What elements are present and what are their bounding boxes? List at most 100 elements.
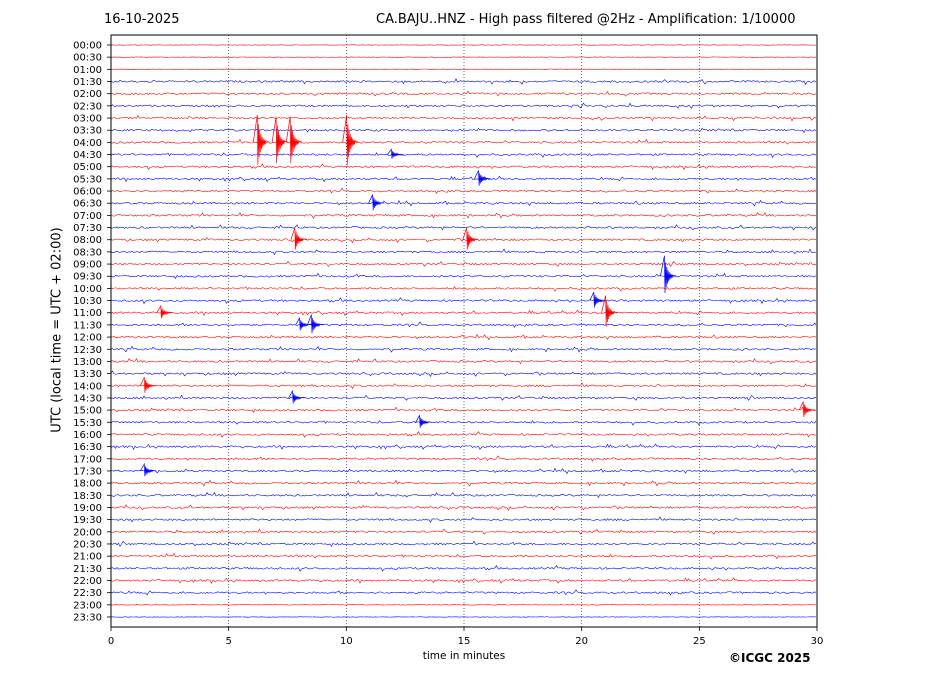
x-tick-label: 15: [458, 636, 471, 647]
x-tick-label: 25: [693, 636, 706, 647]
event-spike: [660, 255, 677, 294]
trace-line: [110, 394, 817, 401]
y-tick-label: 10:00: [73, 284, 102, 295]
y-tick-label: 04:30: [73, 150, 102, 161]
y-tick-label: 12:30: [73, 345, 102, 356]
y-tick-label: 17:30: [73, 466, 102, 477]
event-spike: [387, 148, 404, 159]
header-date: 16-10-2025: [104, 12, 180, 27]
trace-line: [110, 309, 817, 317]
y-tick-label: 04:00: [73, 138, 102, 149]
trace-line: [110, 528, 817, 535]
event-spike: [415, 414, 432, 428]
y-tick-label: 21:30: [73, 564, 102, 575]
trace-line: [110, 163, 817, 171]
y-tick-label: 01:00: [73, 65, 102, 76]
y-tick-label: 11:00: [73, 308, 102, 319]
y-tick-label: 09:30: [73, 272, 102, 283]
y-tick-label: 18:30: [73, 491, 102, 502]
trace-line: [110, 272, 817, 280]
trace-line: [110, 540, 817, 547]
y-tick-label: 01:30: [73, 77, 102, 88]
trace-line: [110, 175, 817, 183]
trace-line: [110, 102, 817, 109]
trace-line: [110, 589, 817, 596]
x-tick-label: 0: [108, 636, 114, 647]
trace-line: [110, 224, 817, 231]
y-tick-label: 12:00: [73, 333, 102, 344]
y-tick-label: 15:30: [73, 418, 102, 429]
event-spike: [156, 304, 173, 319]
trace-line: [110, 114, 817, 122]
y-axis-label: UTC (local time = UTC + 02:00): [49, 227, 65, 433]
trace-line: [110, 479, 817, 487]
y-tick-label: 08:00: [73, 235, 102, 246]
event-spike: [285, 116, 303, 164]
trace-line: [110, 237, 817, 244]
event-spike: [474, 170, 491, 186]
y-tick-label: 02:00: [73, 89, 102, 100]
y-tick-label: 08:30: [73, 247, 102, 258]
event-spike: [288, 389, 305, 404]
y-tick-label: 20:00: [73, 527, 102, 538]
x-tick-label: 5: [225, 636, 231, 647]
y-tick-label: 09:00: [73, 260, 102, 271]
y-tick-label: 19:00: [73, 503, 102, 514]
y-tick-label: 18:00: [73, 479, 102, 490]
trace-line: [110, 491, 817, 499]
event-spike: [307, 314, 324, 334]
trace-line: [110, 152, 817, 159]
copyright-notice: ©ICGC 2025: [729, 651, 811, 665]
event-spike: [798, 401, 816, 418]
y-tick-label: 10:30: [73, 296, 102, 307]
y-tick-label: 16:00: [73, 430, 102, 441]
trace-line: [110, 248, 817, 256]
trace-line: [110, 199, 817, 207]
trace-line: [110, 577, 817, 585]
trace-line: [110, 78, 817, 85]
trace-line: [110, 261, 817, 268]
y-tick-label: 13:00: [73, 357, 102, 368]
event-spike: [139, 462, 157, 477]
trace-line: [110, 127, 817, 134]
trace-line: [110, 443, 817, 451]
y-tick-label: 07:00: [73, 211, 102, 222]
x-tick-label: 20: [575, 636, 588, 647]
trace-line: [110, 138, 817, 145]
trace-line: [110, 604, 817, 606]
y-tick-label: 13:30: [73, 369, 102, 380]
trace-line: [110, 564, 817, 572]
y-tick-label: 22:30: [73, 588, 102, 599]
trace-line: [110, 211, 817, 219]
y-tick-label: 23:30: [73, 612, 102, 623]
y-tick-label: 06:00: [73, 187, 102, 198]
trace-line: [110, 406, 817, 413]
y-tick-label: 14:00: [73, 381, 102, 392]
trace-line: [110, 56, 817, 58]
y-tick-label: 23:00: [73, 600, 102, 611]
y-tick-label: 15:00: [73, 406, 102, 417]
plot-frame: [110, 34, 818, 628]
y-tick-label: 03:30: [73, 126, 102, 137]
y-tick-label: 14:30: [73, 393, 102, 404]
y-tick-label: 16:30: [73, 442, 102, 453]
y-tick-label: 22:00: [73, 576, 102, 587]
trace-line: [110, 358, 817, 365]
trace-line: [110, 455, 817, 462]
trace-line: [110, 516, 817, 524]
y-tick-label: 02:30: [73, 101, 102, 112]
trace-line: [110, 68, 817, 70]
y-tick-label: 21:00: [73, 552, 102, 563]
trace-line: [110, 419, 817, 426]
trace-line: [110, 44, 817, 46]
y-tick-label: 19:30: [73, 515, 102, 526]
trace-line: [110, 370, 817, 378]
trace-line: [110, 382, 817, 390]
y-tick-label: 20:30: [73, 539, 102, 550]
trace-line: [110, 286, 817, 292]
event-spike: [342, 115, 359, 165]
trace-line: [110, 333, 817, 341]
chart-title: CA.BAJU..HNZ - High pass filtered @2Hz -…: [376, 12, 796, 27]
trace-line: [110, 187, 817, 195]
